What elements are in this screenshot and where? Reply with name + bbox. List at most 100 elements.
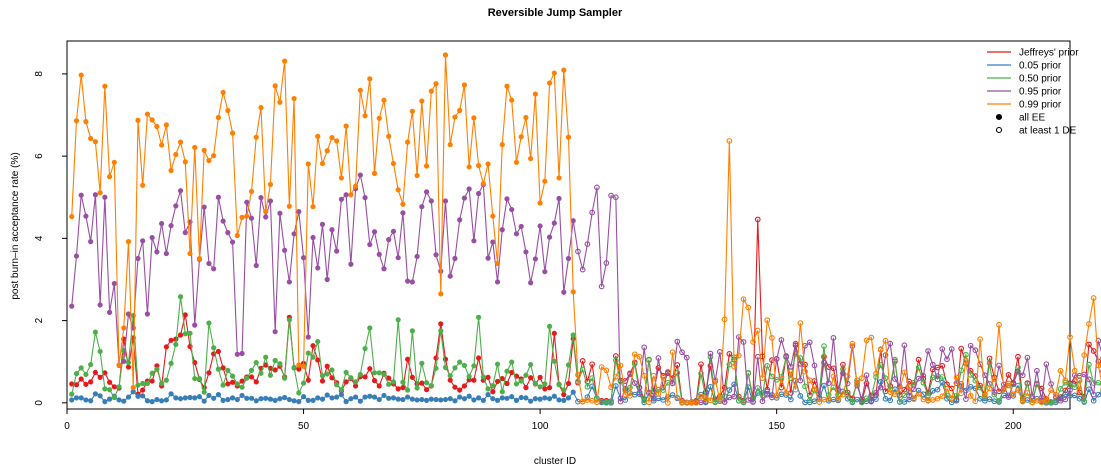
data-point (873, 396, 879, 402)
data-point (329, 135, 335, 141)
data-point (177, 396, 184, 402)
data-point (433, 365, 439, 371)
data-point (125, 359, 132, 366)
data-point (712, 399, 719, 406)
data-point (811, 386, 818, 393)
data-point (206, 370, 212, 376)
data-point (211, 345, 217, 351)
data-point (726, 361, 733, 368)
data-point (144, 380, 151, 387)
data-point (173, 151, 179, 158)
data-point (229, 239, 236, 245)
data-point (83, 381, 89, 387)
data-point (499, 395, 505, 401)
data-point (528, 280, 534, 286)
data-point (1071, 384, 1078, 391)
data-point (740, 399, 747, 406)
data-point (168, 391, 174, 397)
data-point (1000, 386, 1007, 393)
data-point (125, 364, 132, 370)
data-point (192, 375, 198, 382)
data-point (395, 396, 401, 402)
data-point (300, 394, 307, 400)
data-point (466, 393, 472, 399)
data-point (83, 118, 89, 125)
data-point (1005, 380, 1012, 387)
data-point (825, 380, 832, 386)
data-point (135, 255, 141, 262)
data-point (400, 385, 406, 391)
data-point (244, 375, 250, 381)
data-point (471, 363, 477, 369)
data-point (1019, 372, 1026, 379)
data-point (452, 114, 458, 120)
data-point (636, 353, 643, 360)
data-point (73, 371, 80, 377)
data-point (258, 105, 264, 111)
data-point (929, 361, 936, 368)
data-point (92, 329, 98, 335)
data-point (400, 201, 406, 207)
data-point (324, 392, 330, 398)
data-point (272, 357, 278, 364)
data-point (669, 392, 676, 398)
data-point (887, 389, 894, 395)
data-point (759, 375, 766, 382)
data-point (570, 332, 576, 338)
data-point (140, 380, 146, 387)
data-point (248, 215, 255, 221)
data-point (319, 160, 326, 167)
data-point (211, 266, 217, 272)
data-point (532, 396, 538, 402)
data-point (996, 321, 1002, 328)
data-point (140, 238, 146, 244)
data-point (296, 399, 302, 405)
data-point (589, 375, 596, 382)
data-point (423, 397, 430, 403)
data-point (69, 213, 75, 220)
data-point (575, 378, 581, 385)
data-point (211, 153, 217, 159)
data-point (97, 302, 103, 308)
data-point (896, 386, 903, 393)
data-point (830, 373, 837, 380)
data-point (958, 345, 965, 352)
data-point (163, 122, 169, 128)
data-point (140, 387, 146, 393)
data-point (546, 234, 553, 240)
data-point (338, 392, 345, 398)
data-point (972, 398, 979, 405)
data-point (83, 371, 89, 378)
data-point (480, 397, 486, 403)
data-point (617, 362, 624, 369)
data-point (357, 371, 363, 378)
data-point (168, 167, 174, 174)
data-point (584, 241, 591, 247)
data-point (963, 357, 969, 364)
data-point (958, 390, 965, 397)
data-point (840, 391, 846, 398)
data-point (405, 356, 411, 362)
data-point (646, 399, 652, 406)
data-point (537, 396, 543, 402)
data-point (986, 396, 993, 402)
x-axis-label: cluster ID (534, 456, 576, 467)
data-point (324, 148, 330, 154)
data-point (461, 362, 468, 369)
data-point (788, 396, 794, 403)
data-point (977, 384, 983, 391)
data-point (305, 334, 311, 340)
data-point (972, 347, 979, 354)
data-point (433, 396, 439, 403)
data-point (532, 91, 538, 97)
data-point (882, 375, 889, 382)
data-point (442, 364, 449, 371)
data-point (88, 398, 94, 404)
data-point (69, 391, 75, 397)
data-point (579, 266, 586, 273)
data-point (277, 396, 283, 402)
data-point (523, 385, 529, 391)
data-point (286, 317, 292, 323)
data-point (509, 206, 515, 213)
data-point (338, 196, 345, 202)
